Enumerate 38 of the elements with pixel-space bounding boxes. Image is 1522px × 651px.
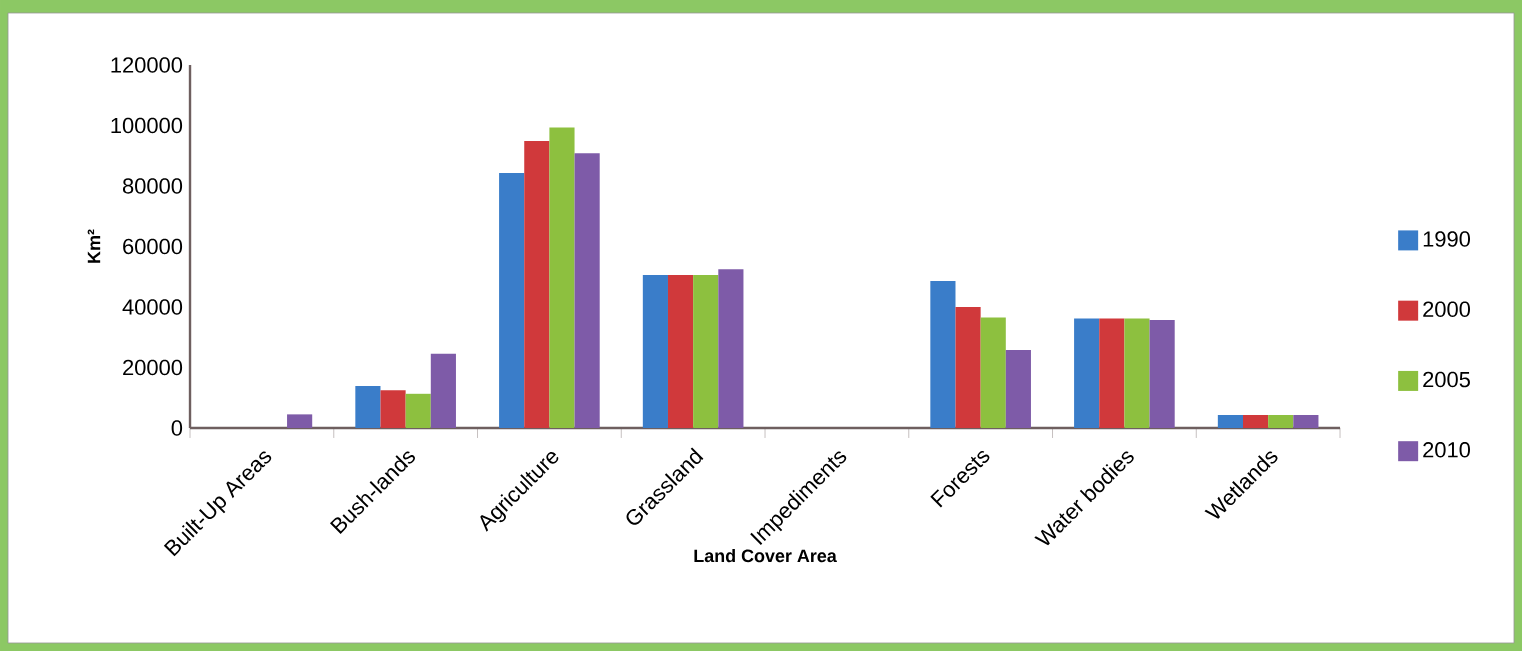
bar — [930, 280, 956, 428]
bar — [642, 274, 668, 428]
bar — [1099, 318, 1125, 428]
bar — [1005, 349, 1031, 428]
y-tick-label: 120000 — [111, 57, 183, 73]
y-axis-title: Km² — [87, 229, 101, 263]
y-tick-label: 0 — [171, 420, 183, 436]
legend-label: 2010 — [1423, 442, 1471, 458]
legend-label: 2005 — [1423, 371, 1470, 388]
y-tick-label: 80000 — [122, 178, 183, 194]
bar — [1293, 414, 1319, 428]
bar — [667, 274, 694, 428]
bar — [1124, 318, 1150, 428]
bar — [955, 306, 981, 428]
bar — [355, 385, 381, 428]
y-tick-label: 60000 — [123, 238, 183, 255]
bar — [574, 153, 600, 428]
bar — [430, 353, 456, 428]
legend-label: 2000 — [1423, 301, 1471, 318]
bar — [1242, 414, 1269, 428]
bar — [718, 269, 744, 428]
bar — [499, 172, 525, 428]
bar — [380, 390, 406, 428]
y-tick-label: 100000 — [111, 117, 183, 134]
bar — [693, 274, 719, 428]
bar — [1217, 414, 1243, 428]
bar — [549, 127, 575, 428]
bar — [1268, 414, 1294, 428]
x-axis-title: Land Cover Area — [694, 549, 837, 563]
legend-label: 1990 — [1423, 231, 1471, 247]
bar — [405, 393, 431, 428]
bar — [524, 140, 550, 428]
bar — [980, 317, 1006, 428]
y-tick-label: 20000 — [123, 359, 183, 376]
bar — [1149, 319, 1175, 428]
bar — [287, 414, 313, 428]
y-tick-label: 40000 — [122, 299, 183, 315]
bar — [1074, 318, 1100, 428]
